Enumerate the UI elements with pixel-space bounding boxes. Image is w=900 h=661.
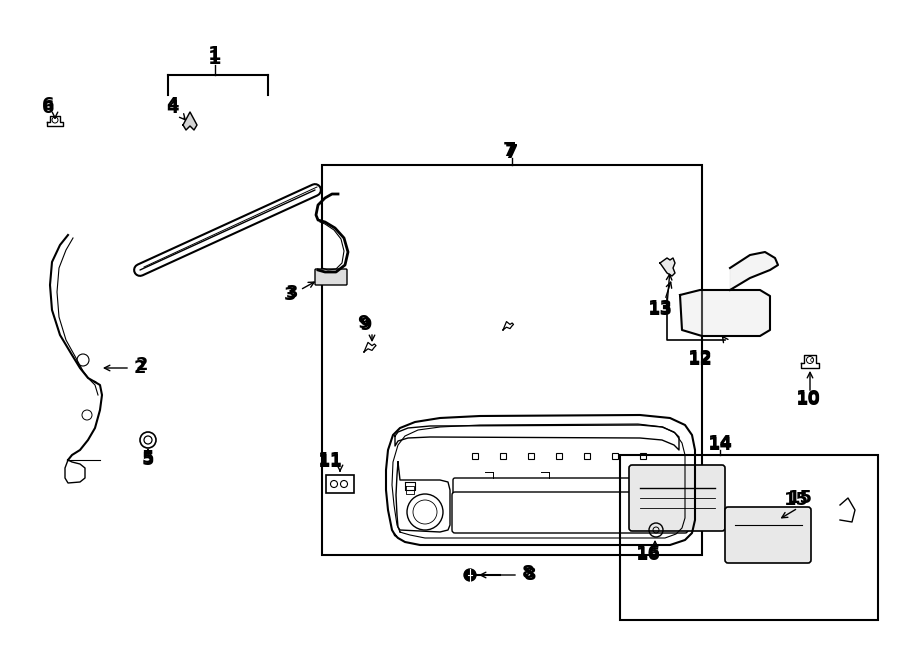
Polygon shape xyxy=(730,252,778,290)
Text: 15: 15 xyxy=(784,491,808,509)
Text: 7: 7 xyxy=(505,143,518,161)
Bar xyxy=(620,455,878,620)
Polygon shape xyxy=(680,290,770,336)
Text: 15: 15 xyxy=(788,489,813,507)
Text: 4: 4 xyxy=(166,96,178,114)
Polygon shape xyxy=(183,112,197,130)
Text: 9: 9 xyxy=(359,316,371,334)
Text: 6: 6 xyxy=(41,99,54,117)
FancyBboxPatch shape xyxy=(326,475,354,493)
Text: 12: 12 xyxy=(688,351,713,369)
Text: 9: 9 xyxy=(356,314,369,332)
Text: 3: 3 xyxy=(286,284,298,302)
Text: 13: 13 xyxy=(647,299,672,317)
Text: 10: 10 xyxy=(796,389,821,407)
FancyBboxPatch shape xyxy=(725,507,811,563)
Text: 8: 8 xyxy=(524,566,536,584)
Text: 5: 5 xyxy=(142,451,154,469)
FancyBboxPatch shape xyxy=(315,269,347,285)
Text: 13: 13 xyxy=(647,301,672,319)
Text: c: c xyxy=(810,357,814,363)
Text: 16: 16 xyxy=(635,544,661,562)
Text: 4: 4 xyxy=(166,99,178,117)
Text: 2: 2 xyxy=(134,359,146,377)
Text: 6: 6 xyxy=(41,96,54,114)
Text: 10: 10 xyxy=(796,391,821,409)
Text: 5: 5 xyxy=(142,449,154,467)
Text: 1: 1 xyxy=(208,48,221,67)
Text: 3: 3 xyxy=(284,286,296,304)
Text: 2: 2 xyxy=(136,356,149,374)
Text: 11: 11 xyxy=(318,453,343,471)
Polygon shape xyxy=(660,258,675,276)
FancyBboxPatch shape xyxy=(453,478,687,517)
Text: 7: 7 xyxy=(503,141,517,159)
Text: 8: 8 xyxy=(522,564,535,582)
Text: 14: 14 xyxy=(707,434,733,452)
FancyBboxPatch shape xyxy=(629,465,725,531)
Text: 1: 1 xyxy=(208,46,221,65)
Text: 12: 12 xyxy=(688,349,713,367)
FancyBboxPatch shape xyxy=(452,492,688,533)
Bar xyxy=(322,165,702,555)
Circle shape xyxy=(464,569,476,581)
Text: 14: 14 xyxy=(707,436,733,454)
Text: 16: 16 xyxy=(635,546,661,564)
Text: 11: 11 xyxy=(318,451,343,469)
